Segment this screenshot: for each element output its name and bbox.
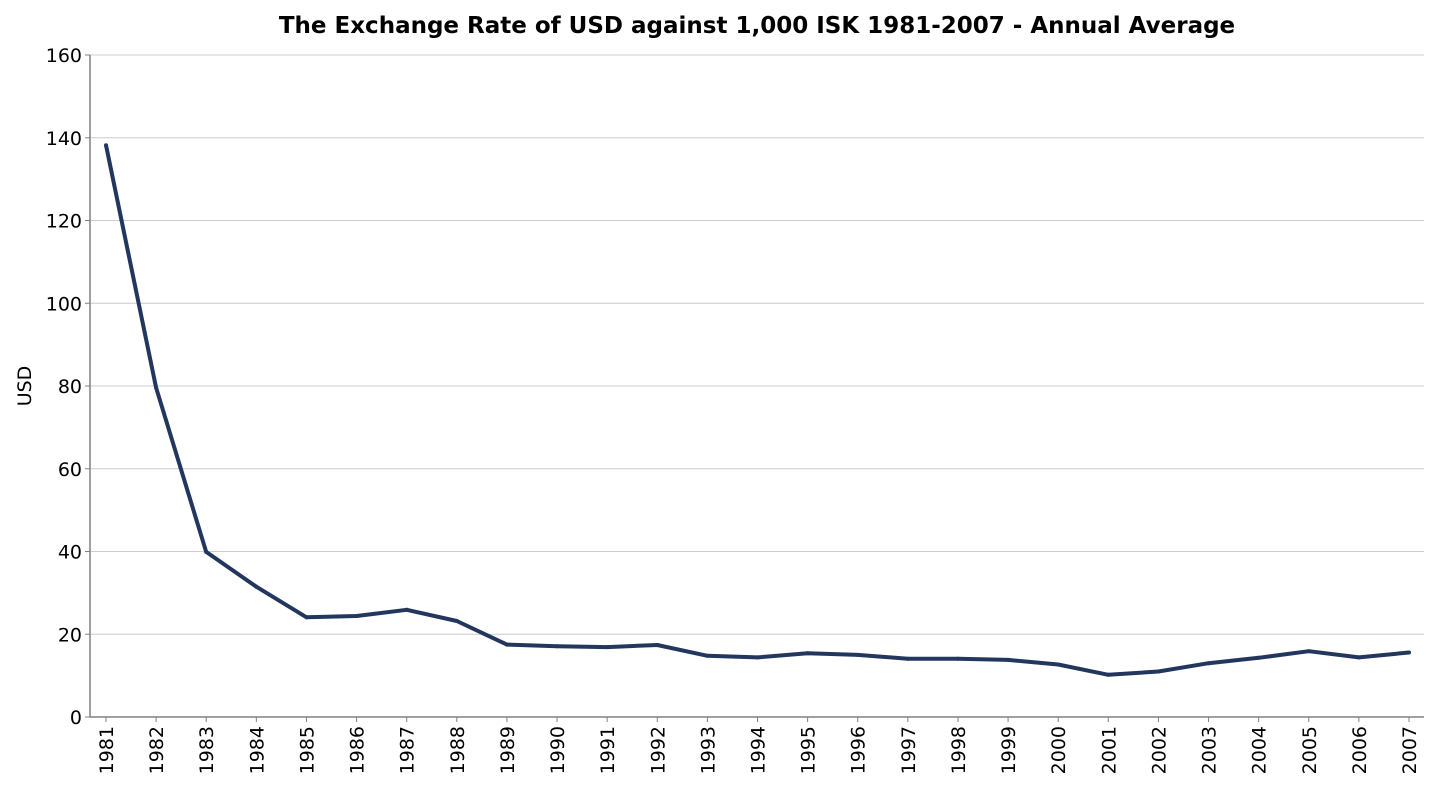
- y-tick-label: 80: [58, 376, 82, 398]
- x-tick-label: 2002: [1148, 726, 1170, 774]
- data-point: [605, 645, 610, 650]
- x-tick-label: 1996: [848, 726, 870, 774]
- x-tick-label: 1981: [96, 726, 118, 774]
- data-point: [404, 607, 409, 612]
- data-point: [905, 656, 910, 661]
- data-point: [154, 385, 159, 390]
- x-tick-label: 1998: [948, 726, 970, 774]
- x-tick-label: 1999: [998, 726, 1020, 774]
- x-tick-label: 1990: [547, 726, 569, 774]
- x-tick-label: 2006: [1349, 726, 1371, 774]
- data-point: [1156, 669, 1161, 674]
- data-point: [454, 619, 459, 623]
- x-tick-label: 2005: [1299, 726, 1321, 774]
- x-tick-label: 1985: [296, 726, 318, 774]
- x-tick-label: 1993: [697, 726, 719, 774]
- x-tick-label: 2001: [1098, 726, 1120, 774]
- x-tick-label: 1997: [898, 726, 920, 774]
- data-point: [304, 615, 309, 620]
- y-axis-label: USD: [14, 366, 36, 407]
- data-point: [1106, 672, 1111, 677]
- data-point: [1256, 655, 1261, 660]
- y-tick-labels: 0 20 40 60 80 100 120 140 160: [46, 45, 90, 729]
- data-point: [705, 653, 710, 658]
- data-point: [354, 614, 359, 618]
- data-point: [655, 643, 660, 647]
- y-tick-label: 40: [58, 542, 82, 564]
- x-tick-label: 2007: [1399, 726, 1421, 774]
- x-tick-labels: 1981 1982 1983 1984 1985 1986 1987 1988 1989 1990…: [96, 717, 1421, 774]
- x-tick-label: 1988: [447, 726, 469, 774]
- chart-title: The Exchange Rate of USD against 1,000 I…: [279, 13, 1235, 39]
- x-tick-label: 1986: [347, 726, 369, 774]
- data-point: [504, 642, 509, 647]
- data-point: [1206, 661, 1211, 666]
- data-point: [1006, 657, 1011, 662]
- data-point: [1407, 650, 1411, 655]
- x-tick-label: 1989: [497, 726, 519, 774]
- x-tick-label: 1992: [647, 726, 669, 774]
- y-tick-label: 0: [70, 707, 82, 729]
- data-point: [755, 655, 760, 660]
- gridlines: [90, 54, 1424, 635]
- data-point: [104, 143, 108, 148]
- x-tick-label: 2000: [1048, 726, 1070, 774]
- series-line: [104, 144, 1410, 677]
- x-tick-label: 1983: [196, 726, 218, 774]
- data-point: [1356, 655, 1361, 660]
- x-tick-label: 2003: [1199, 726, 1221, 774]
- x-tick-label: 1994: [748, 726, 770, 774]
- y-tick-label: 120: [46, 211, 82, 233]
- data-point: [956, 656, 960, 661]
- data-point: [204, 549, 209, 554]
- data-point: [1056, 662, 1061, 667]
- data-point: [805, 651, 810, 656]
- y-tick-label: 140: [46, 128, 82, 150]
- data-point: [555, 644, 559, 649]
- x-tick-label: 1987: [397, 726, 419, 774]
- x-tick-label: 1995: [798, 726, 820, 774]
- x-tick-label: 1982: [146, 726, 168, 774]
- data-point: [855, 652, 860, 657]
- series-group: [104, 143, 1411, 677]
- y-tick-label: 160: [46, 45, 82, 67]
- x-tick-label: 1991: [597, 726, 619, 774]
- x-tick-label: 1984: [246, 726, 268, 774]
- y-tick-label: 20: [58, 624, 82, 646]
- data-point: [1306, 649, 1311, 654]
- data-point: [254, 584, 259, 589]
- x-tick-label: 2004: [1249, 726, 1271, 774]
- y-tick-label: 100: [46, 293, 82, 315]
- y-tick-label: 60: [58, 459, 82, 481]
